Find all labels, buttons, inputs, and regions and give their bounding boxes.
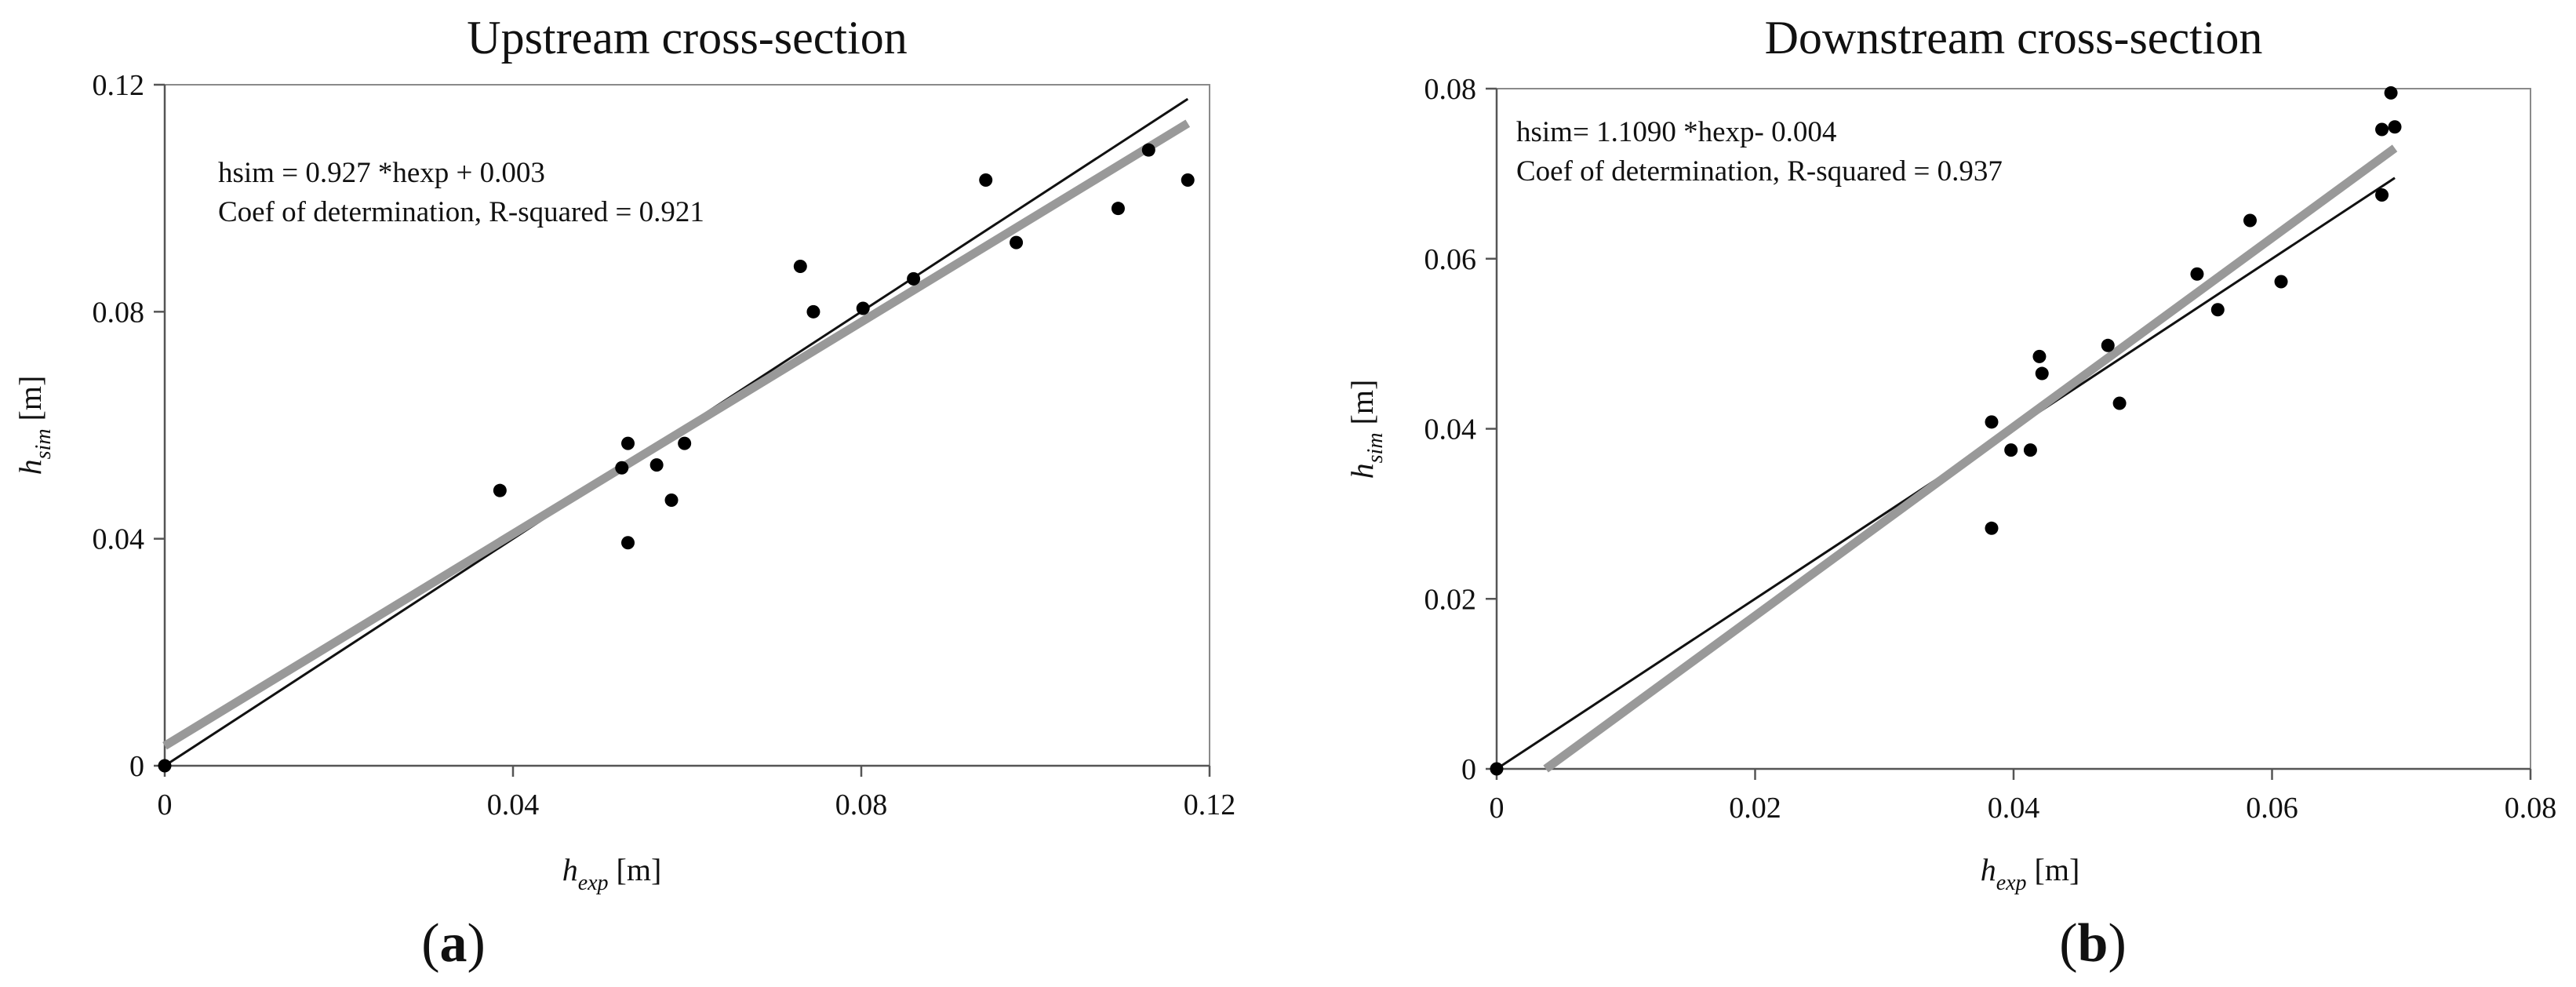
chart-panel-b: 0 0.02 0.04 0.06 0.08 0 0.02 0.04 0.06 0.08 Downst… [1344,12,2556,974]
y-tick-label: 0.04 [1424,413,1477,446]
data-point [621,536,635,550]
y-axis-label: hsim [m] [1344,380,1388,479]
data-point [806,304,820,319]
data-point [2101,338,2115,352]
chart-panel-a: 0 0.04 0.08 0.12 0 0.04 0.08 0.12 Upstream cross… [13,12,1235,974]
x-axis-label-sub: exp [1996,871,2027,895]
data-point [621,436,635,450]
x-tick-label: 0 [158,789,173,821]
data-point [2375,188,2389,202]
data-point [649,458,664,472]
data-point [678,436,692,450]
panel-label-letter: a [440,913,468,974]
y-tick-label: 0 [1461,753,1476,786]
data-point [1181,173,1195,188]
panel-label-open: ( [421,913,439,974]
data-point [1985,415,1999,429]
x-tick-label: 0 [1490,792,1504,825]
x-axis-label: hexp [m] [1981,852,2080,895]
y-axis-label-main: h [1344,463,1380,479]
data-point [793,259,807,273]
x-axis-label-main: h [1981,852,1996,887]
data-point [2375,122,2389,137]
y-axis-label-main: h [13,459,48,475]
data-point [2004,443,2018,457]
y-axis-label-sub: sim [31,428,56,459]
y-tick-label: 0.08 [1424,73,1477,106]
data-point [664,493,679,507]
x-axis-label: hexp [m] [562,852,662,895]
y-axis-label-unit: [m] [13,376,48,429]
x-axis-label-sub: exp [578,871,609,895]
data-point [2388,120,2402,134]
x-tick-label: 0.06 [2246,792,2298,825]
regression-equation: hsim = 0.927 *hexp + 0.003 [218,157,545,189]
data-point [2035,366,2049,381]
data-point [158,759,172,773]
x-tick-label: 0.08 [2505,792,2557,825]
data-point [1985,521,1999,535]
x-tick-label: 0.08 [835,789,888,821]
x-tick-label: 0.12 [1184,789,1236,821]
data-point [1010,235,1024,249]
data-point [2190,267,2204,281]
data-point [2384,86,2398,100]
chart-title: Upstream cross-section [467,12,908,64]
chart-title: Downstream cross-section [1765,12,2263,64]
data-point [615,461,629,475]
data-point [1111,202,1125,216]
y-axis-label-sub: sim [1363,432,1388,463]
panel-label-close: ) [468,913,486,974]
x-tick-label: 0.04 [1988,792,2040,825]
y-tick-label: 0.08 [93,296,145,329]
panel-label-open: ( [2059,913,2077,974]
y-tick-label: 0.06 [1424,243,1477,276]
y-tick-label: 0.02 [1424,583,1477,616]
x-axis-label-unit: [m] [609,852,662,887]
data-point [2032,349,2047,363]
y-tick-label: 0.12 [93,69,145,102]
data-point [2023,443,2037,457]
y-tick-label: 0 [129,750,144,783]
x-axis-label-main: h [562,852,578,887]
data-point [2243,213,2257,228]
data-point [2112,396,2127,410]
data-point [907,271,921,286]
y-axis-label-unit: [m] [1344,380,1380,433]
y-axis-label: hsim [m] [13,376,56,475]
r-squared-label: Coef of determination, R-squared = 0.921 [218,196,704,228]
regression-line [162,119,1191,750]
y-tick-label: 0.04 [93,523,145,556]
panel-label-letter: b [2078,913,2108,974]
panel-label: (b) [2059,913,2127,974]
data-point [1490,762,1504,776]
data-point [2210,303,2225,317]
r-squared-label: Coef of determination, R-squared = 0.937 [1516,155,2003,188]
regression-equation: hsim= 1.1090 *hexp- 0.004 [1516,116,1836,148]
x-tick-label: 0.04 [487,789,540,821]
x-axis-label-unit: [m] [2027,852,2080,887]
x-tick-label: 0.02 [1729,792,1781,825]
data-point [2274,275,2288,289]
data-point [1141,143,1155,157]
data-point [979,173,993,188]
data-point [493,483,507,497]
panel-label-close: ) [2108,913,2126,974]
panel-label: (a) [421,913,486,974]
data-point [856,301,870,315]
regression-line [1543,144,2398,773]
